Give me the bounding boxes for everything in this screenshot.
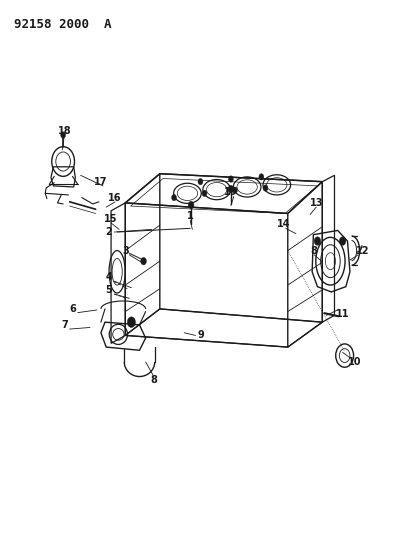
- Text: 6: 6: [69, 304, 76, 314]
- Circle shape: [202, 190, 207, 197]
- Text: 2: 2: [106, 227, 112, 237]
- Text: 19: 19: [224, 187, 238, 197]
- Circle shape: [228, 185, 234, 193]
- Text: 16: 16: [108, 192, 122, 203]
- Text: 8: 8: [150, 375, 157, 385]
- Text: 4: 4: [106, 272, 112, 282]
- Circle shape: [233, 187, 237, 193]
- Text: 5: 5: [106, 285, 112, 295]
- Text: 18: 18: [58, 126, 71, 136]
- Circle shape: [141, 257, 146, 265]
- Circle shape: [127, 317, 135, 327]
- Circle shape: [314, 237, 321, 245]
- Text: 14: 14: [277, 219, 290, 229]
- Circle shape: [229, 176, 234, 182]
- Circle shape: [188, 201, 194, 209]
- Text: 8: 8: [311, 246, 318, 256]
- Circle shape: [339, 237, 346, 245]
- Text: 92158 2000  A: 92158 2000 A: [13, 18, 111, 31]
- Circle shape: [61, 132, 65, 138]
- Text: 12: 12: [356, 246, 370, 256]
- Text: 11: 11: [336, 309, 349, 319]
- Text: 7: 7: [61, 320, 68, 330]
- Circle shape: [198, 179, 203, 185]
- Circle shape: [263, 185, 268, 191]
- Circle shape: [259, 174, 264, 180]
- Text: 17: 17: [94, 176, 108, 187]
- Text: 9: 9: [197, 330, 204, 341]
- Text: 13: 13: [310, 198, 323, 208]
- Text: 1: 1: [187, 211, 193, 221]
- Text: 10: 10: [348, 357, 362, 367]
- Circle shape: [172, 195, 176, 201]
- Text: 15: 15: [104, 214, 118, 224]
- Text: 3: 3: [122, 246, 129, 256]
